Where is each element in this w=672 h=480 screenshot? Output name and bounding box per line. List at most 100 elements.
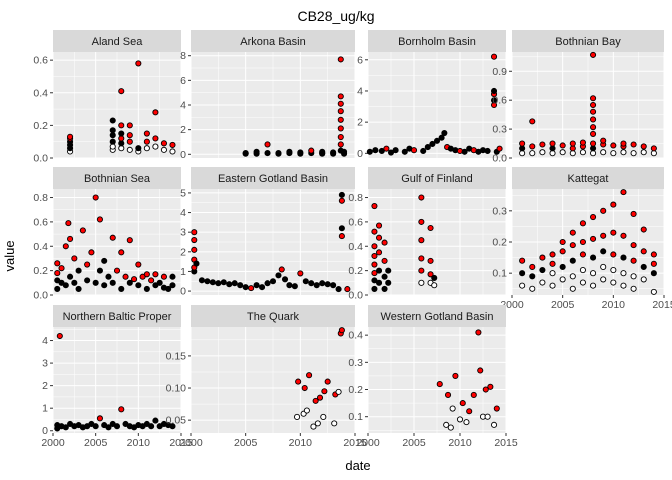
data-point bbox=[101, 282, 108, 289]
data-point bbox=[424, 144, 431, 151]
y-tick-label: 4 bbox=[180, 207, 186, 219]
x-tick-label: 2010 bbox=[602, 299, 626, 311]
data-point bbox=[248, 285, 255, 292]
data-point bbox=[549, 260, 556, 267]
data-point bbox=[109, 234, 116, 241]
y-tick-label: 0.0 bbox=[33, 290, 48, 302]
data-point bbox=[242, 284, 249, 291]
data-point bbox=[620, 232, 627, 239]
data-point bbox=[569, 273, 576, 280]
data-point bbox=[418, 237, 425, 244]
data-point bbox=[308, 147, 315, 154]
data-point bbox=[490, 421, 498, 428]
data-point bbox=[169, 282, 176, 289]
data-point bbox=[610, 150, 617, 157]
data-point bbox=[337, 125, 344, 132]
y-tick-label: 0.8 bbox=[348, 192, 363, 204]
x-tick-label: 2015 bbox=[169, 437, 193, 449]
data-point bbox=[590, 51, 597, 58]
data-point bbox=[375, 267, 383, 274]
data-point bbox=[126, 138, 133, 145]
data-point bbox=[62, 282, 69, 289]
y-tick-label: 0.3 bbox=[492, 205, 507, 217]
y-tick-label: 0.3 bbox=[492, 124, 507, 136]
data-point bbox=[169, 273, 176, 280]
strip-kattegat bbox=[512, 167, 664, 189]
y-tick-label: 0.15 bbox=[166, 350, 187, 362]
data-point bbox=[135, 60, 142, 67]
data-point bbox=[378, 147, 385, 155]
data-point bbox=[431, 282, 438, 289]
strip-label: Northern Baltic Proper bbox=[63, 311, 172, 323]
data-point bbox=[640, 263, 647, 270]
data-point bbox=[452, 372, 459, 379]
data-point bbox=[156, 279, 163, 286]
y-tick-label: 0.9 bbox=[492, 66, 507, 78]
panel-gulf-of-finland: Gulf of Finland 0.0 0.2 0.4 0.6 0.8 bbox=[348, 167, 507, 302]
data-point bbox=[539, 267, 546, 274]
data-point bbox=[371, 277, 378, 284]
data-point bbox=[109, 132, 116, 139]
data-point bbox=[204, 278, 211, 285]
panel-western-gotland-basin: Western Gotland Basin 0.1 0.2 0.3 0.4 2000 200… bbox=[348, 305, 518, 449]
data-point bbox=[640, 276, 647, 283]
data-point bbox=[600, 207, 607, 214]
y-tick-label: 0 bbox=[357, 148, 363, 160]
data-point bbox=[385, 267, 392, 274]
x-tick-label: 2005 bbox=[84, 437, 108, 449]
x-tick-label: 2005 bbox=[234, 437, 258, 449]
data-point bbox=[303, 407, 310, 414]
data-point bbox=[118, 122, 125, 129]
data-point bbox=[118, 135, 125, 142]
data-point bbox=[559, 276, 566, 283]
y-tick-label: 2 bbox=[42, 380, 48, 392]
data-point bbox=[62, 243, 69, 250]
data-point bbox=[650, 251, 657, 258]
data-point bbox=[313, 282, 320, 289]
data-point bbox=[519, 140, 526, 147]
data-point bbox=[316, 394, 324, 401]
data-point bbox=[96, 415, 103, 422]
data-point bbox=[259, 284, 266, 291]
strip-bothnian-sea bbox=[53, 167, 181, 189]
y-tick-label: 0.2 bbox=[33, 120, 48, 132]
y-tick-label: 0.2 bbox=[492, 237, 507, 249]
data-point bbox=[493, 405, 500, 412]
data-point bbox=[337, 141, 344, 148]
data-point bbox=[253, 282, 260, 289]
strip-the-quark bbox=[191, 305, 355, 327]
data-point bbox=[600, 232, 607, 239]
data-point bbox=[569, 242, 576, 249]
strip-label: The Quark bbox=[247, 311, 299, 323]
data-point bbox=[456, 416, 464, 423]
data-point bbox=[461, 148, 468, 155]
data-point bbox=[590, 214, 597, 221]
data-point bbox=[529, 150, 536, 157]
data-point bbox=[242, 150, 249, 157]
data-point bbox=[118, 249, 125, 256]
data-point bbox=[193, 260, 200, 267]
y-tick-label: 0.2 bbox=[348, 384, 363, 396]
strip-arkona-basin bbox=[191, 30, 355, 52]
data-point bbox=[338, 233, 345, 240]
data-point bbox=[135, 282, 142, 289]
data-point bbox=[264, 141, 271, 148]
data-point bbox=[436, 381, 443, 388]
data-point bbox=[337, 133, 344, 141]
data-point bbox=[549, 251, 556, 258]
data-point bbox=[126, 279, 133, 286]
data-point bbox=[335, 286, 342, 293]
strip-aland-sea bbox=[53, 30, 181, 52]
data-point bbox=[84, 261, 91, 268]
data-point bbox=[418, 255, 425, 262]
y-tick-label: 4 bbox=[180, 100, 186, 112]
y-tick-label: 5 bbox=[180, 187, 186, 199]
data-point bbox=[381, 285, 388, 292]
data-point bbox=[559, 263, 566, 270]
data-point bbox=[529, 273, 536, 280]
data-point bbox=[443, 421, 450, 428]
strip-label: Western Gotland Basin bbox=[381, 311, 494, 323]
data-point bbox=[152, 109, 159, 116]
data-point bbox=[630, 242, 637, 249]
data-point bbox=[519, 257, 526, 264]
